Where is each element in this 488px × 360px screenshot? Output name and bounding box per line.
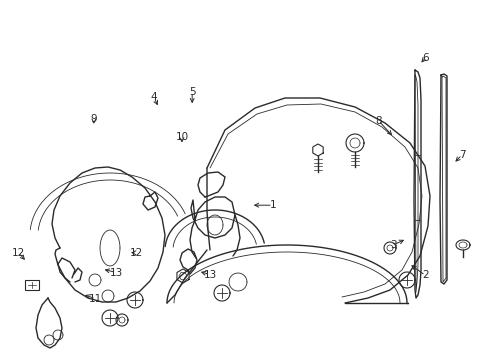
Text: 3: 3 <box>389 240 396 250</box>
Text: 9: 9 <box>90 114 97 124</box>
Text: 1: 1 <box>269 200 276 210</box>
Text: 4: 4 <box>150 92 157 102</box>
Text: 13: 13 <box>109 267 123 278</box>
Text: 5: 5 <box>188 87 195 97</box>
Text: 8: 8 <box>374 116 381 126</box>
Text: 2: 2 <box>421 270 428 280</box>
Text: 12: 12 <box>12 248 25 258</box>
Text: 11: 11 <box>89 294 102 304</box>
Text: 10: 10 <box>175 132 188 142</box>
Bar <box>25 280 39 290</box>
Text: 7: 7 <box>458 150 465 160</box>
Text: 13: 13 <box>203 270 217 280</box>
Text: 6: 6 <box>421 53 428 63</box>
Text: 12: 12 <box>130 248 143 258</box>
